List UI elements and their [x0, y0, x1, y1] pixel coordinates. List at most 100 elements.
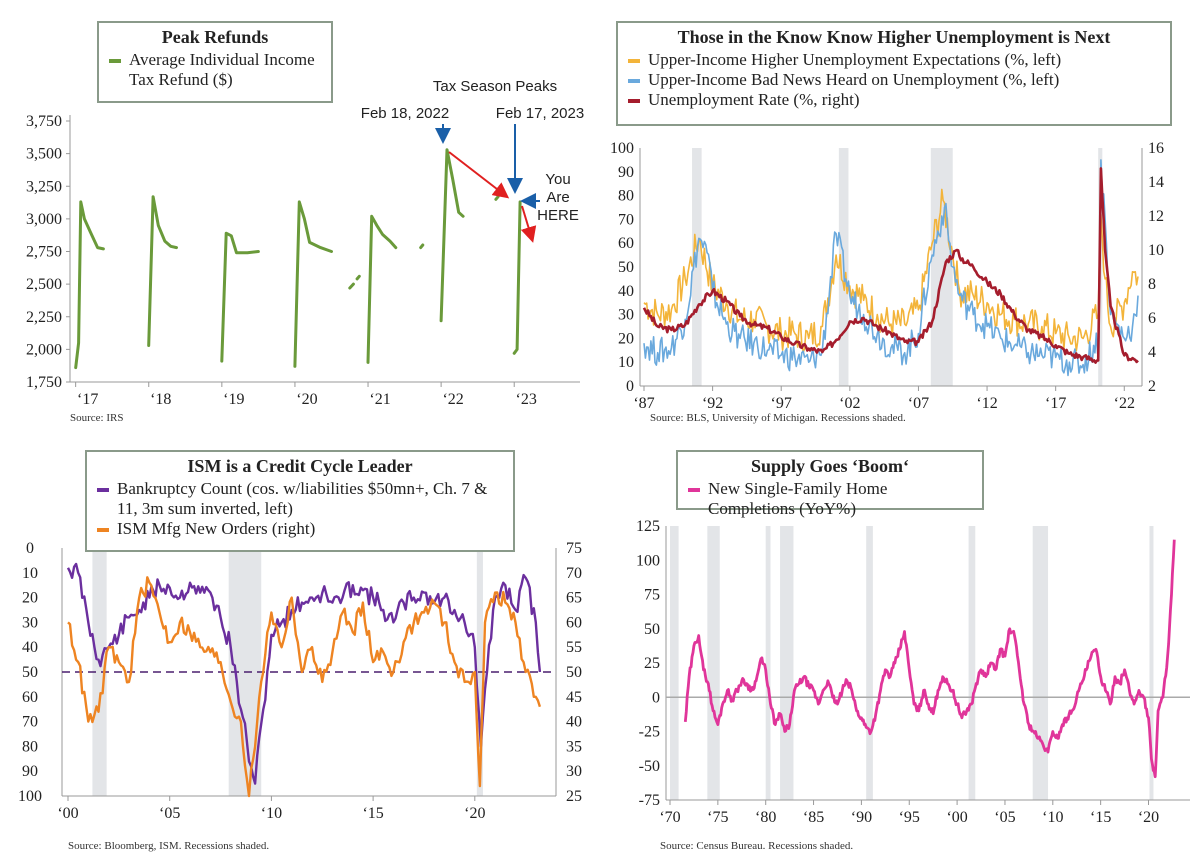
y-tick-label: 0 — [652, 689, 660, 706]
legend-swatch — [97, 528, 109, 532]
legend-swatch — [628, 99, 640, 103]
y-right-tick-label: 70 — [566, 565, 582, 582]
y-tick-label: 25 — [644, 655, 660, 672]
refund-series-segment — [348, 282, 355, 290]
y-right-tick-label: 30 — [566, 763, 582, 780]
x-tick-label: ‘05 — [994, 809, 1015, 826]
y-tick-label: 2,000 — [26, 341, 62, 358]
y-right-tick-label: 25 — [566, 788, 582, 805]
legend-item-bankruptcy: Bankruptcy Count (cos. w/liabilities $50… — [97, 479, 503, 519]
series-line-2 — [642, 167, 1139, 364]
refund-series-segment — [494, 195, 500, 201]
refund-series-segment — [74, 200, 105, 370]
refund-series-segment — [512, 200, 522, 355]
y-left-tick-label: 90 — [618, 164, 634, 181]
ism-credit-chart: 0 10 20 30 40 50 60 70 80 90 100 75 70 65 60 55 50 45 40 35… — [18, 540, 582, 822]
y-left-tick-label: 50 — [22, 664, 38, 681]
y-tick-label: 125 — [636, 518, 660, 535]
refund-series-segment — [366, 214, 398, 364]
y-right-tick-label: 50 — [566, 664, 582, 681]
legend-item-completions: New Single-Family Home Completions (YoY%… — [688, 479, 972, 519]
x-tick-label: ‘85 — [803, 809, 824, 826]
y-left-tick-label: 80 — [22, 738, 38, 755]
y-left-tick-label: 70 — [22, 714, 38, 731]
recession-band — [670, 526, 679, 800]
y-left-tick-label: 30 — [618, 307, 634, 324]
y-left-tick-label: 60 — [22, 689, 38, 706]
legend-item-bad-news: Upper-Income Bad News Heard on Unemploym… — [628, 70, 1160, 90]
recession-band — [780, 526, 794, 800]
annotation-you-are-here: Are — [546, 189, 569, 206]
legend-swatch — [109, 59, 121, 63]
y-right-tick-label: 10 — [1148, 242, 1164, 259]
source-note: Source: Bloomberg, ISM. Recessions shade… — [68, 840, 270, 852]
y-right-tick-label: 65 — [566, 590, 582, 607]
legend-item-expectations: Upper-Income Higher Unemployment Expecta… — [628, 50, 1160, 70]
legend-swatch — [628, 59, 640, 63]
series-line-0 — [66, 562, 542, 785]
y-tick-label: -25 — [639, 724, 660, 741]
y-left-tick-label: 90 — [22, 763, 38, 780]
recession-band — [1149, 526, 1154, 800]
x-tick-label: ‘05 — [159, 805, 180, 822]
x-tick-label: ‘22 — [442, 391, 463, 408]
arrow-trend-down — [448, 151, 510, 199]
y-left-tick-label: 30 — [22, 614, 38, 631]
source-note: Source: IRS — [70, 412, 124, 424]
x-tick-label: ‘20 — [1138, 809, 1159, 826]
recession-band — [1032, 526, 1049, 800]
home-completions-legend: Supply Goes ‘Boom‘ New Single-Family Hom… — [676, 450, 984, 518]
legend-label: Average Individual Income Tax Refund ($) — [129, 50, 315, 89]
legend-swatch — [97, 488, 109, 492]
arrow-projection — [520, 205, 537, 243]
legend-label: Bankruptcy Count (cos. w/liabilities $50… — [117, 479, 488, 518]
y-right-tick-label: 6 — [1148, 310, 1156, 327]
source-note: Source: Census Bureau. Recessions shaded… — [660, 840, 854, 852]
x-tick-label: ‘10 — [261, 805, 282, 822]
y-left-tick-label: 70 — [618, 211, 634, 228]
annotation-tax-season: Tax Season Peaks — [433, 78, 557, 95]
x-tick-label: ‘02 — [839, 395, 860, 412]
x-tick-label: ‘22 — [1114, 395, 1135, 412]
x-tick-label: ‘12 — [976, 395, 997, 412]
ism-credit-legend: ISM is a Credit Cycle Leader Bankruptcy … — [85, 450, 515, 552]
x-tick-label: ‘19 — [223, 391, 244, 408]
x-tick-label: ‘10 — [1042, 809, 1063, 826]
legend-title: Those in the Know Know Higher Unemployme… — [677, 27, 1111, 47]
y-right-tick-label: 40 — [566, 714, 582, 731]
x-tick-label: ‘75 — [707, 809, 728, 826]
legend-swatch — [688, 488, 700, 492]
x-tick-label: ‘17 — [1045, 395, 1066, 412]
y-right-tick-label: 35 — [566, 738, 582, 755]
refund-series-segment — [220, 231, 260, 363]
x-tick-label: ‘18 — [150, 391, 171, 408]
legend-title: ISM is a Credit Cycle Leader — [187, 456, 413, 476]
recession-band — [765, 526, 771, 800]
legend-item-refund: Average Individual Income Tax Refund ($) — [109, 50, 321, 90]
x-tick-label: ‘70 — [659, 809, 680, 826]
legend-label: Unemployment Rate (%, right) — [648, 90, 860, 109]
recession-band — [707, 526, 720, 800]
y-tick-label: 3,750 — [26, 113, 62, 130]
y-tick-label: 75 — [644, 587, 660, 604]
legend-label: New Single-Family Home Completions (YoY%… — [708, 479, 888, 518]
y-tick-label: 3,250 — [26, 178, 62, 195]
y-tick-label: -50 — [639, 758, 660, 775]
x-tick-label: ‘23 — [516, 391, 537, 408]
y-left-tick-label: 50 — [618, 259, 634, 276]
legend-label: ISM Mfg New Orders (right) — [117, 519, 316, 538]
y-right-tick-label: 4 — [1148, 344, 1156, 361]
refund-series-segment — [419, 243, 425, 250]
recession-band — [930, 148, 953, 386]
x-tick-label: ‘15 — [362, 805, 383, 822]
annotation-feb-2022: Feb 18, 2022 — [361, 105, 449, 122]
y-tick-label: 2,750 — [26, 244, 62, 261]
legend-label: Upper-Income Higher Unemployment Expecta… — [648, 50, 1062, 69]
x-tick-label: ‘80 — [755, 809, 776, 826]
y-left-tick-label: 0 — [626, 378, 634, 395]
y-right-tick-label: 14 — [1148, 174, 1164, 191]
x-tick-label: ‘20 — [296, 391, 317, 408]
x-tick-label: ‘07 — [908, 395, 929, 412]
y-right-tick-label: 8 — [1148, 276, 1156, 293]
recession-band — [968, 526, 976, 800]
